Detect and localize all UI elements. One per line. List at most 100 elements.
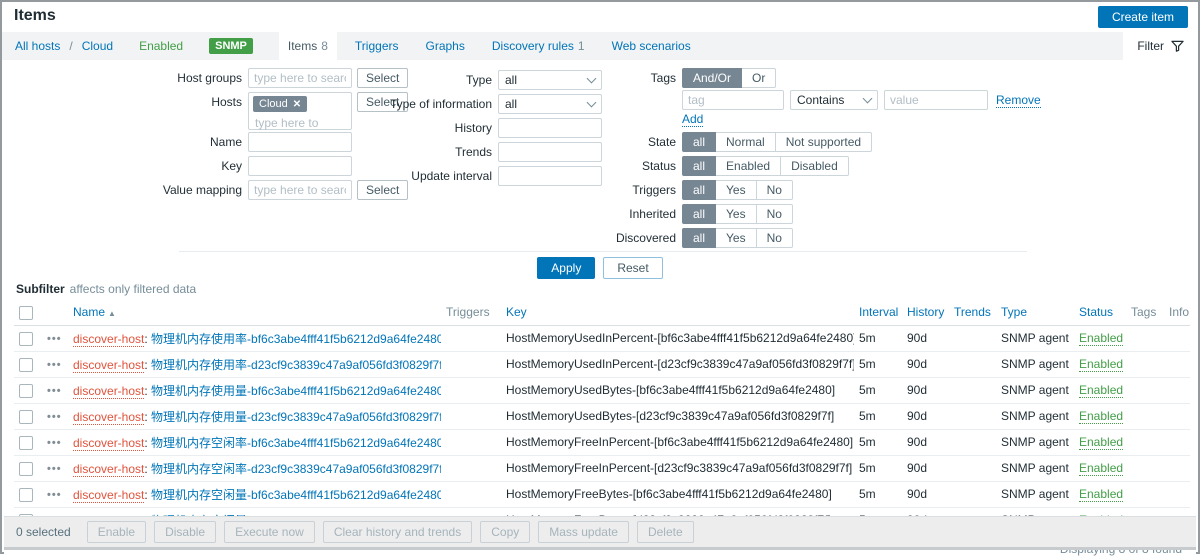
tab-graphs-label: Graphs — [426, 39, 465, 53]
tag-value-input[interactable] — [884, 90, 988, 110]
item-name-link[interactable]: 物理机内存空闲量-bf6c3abe4fff41f5b6212d9a64fe248… — [151, 488, 441, 502]
status-enabled[interactable]: Enabled — [716, 156, 781, 176]
copy-button[interactable]: Copy — [480, 521, 530, 543]
hosts-multiselect[interactable]: Cloud✕ type here to search — [248, 92, 352, 130]
column-header-key[interactable]: Key — [501, 300, 854, 325]
name-input[interactable] — [248, 132, 352, 152]
item-status-link[interactable]: Enabled — [1079, 487, 1123, 502]
context-menu-icon[interactable]: ••• — [47, 333, 62, 345]
row-checkbox[interactable] — [19, 488, 33, 502]
item-name-link[interactable]: 物理机内存空闲率-d23cf9c3839c47a9af056fd3f0829f7… — [151, 462, 441, 476]
column-header-status[interactable]: Status — [1074, 300, 1126, 325]
column-header-interval[interactable]: Interval — [854, 300, 902, 325]
triggers-no[interactable]: No — [757, 180, 793, 200]
delete-button[interactable]: Delete — [637, 521, 694, 543]
row-checkbox[interactable] — [19, 436, 33, 450]
inherited-yes[interactable]: Yes — [716, 204, 757, 224]
column-header-trends[interactable]: Trends — [949, 300, 996, 325]
status-all[interactable]: all — [682, 156, 716, 176]
state-not-supported[interactable]: Not supported — [776, 132, 872, 152]
item-status-link[interactable]: Enabled — [1079, 383, 1123, 398]
create-item-button[interactable]: Create item — [1098, 6, 1188, 28]
host-groups-input[interactable] — [248, 68, 352, 88]
item-status-link[interactable]: Enabled — [1079, 331, 1123, 346]
discovery-rule-link[interactable]: discover-host — [73, 410, 144, 425]
item-name-link[interactable]: 物理机内存使用率-bf6c3abe4fff41f5b6212d9a64fe248… — [151, 332, 441, 346]
tag-match-select[interactable]: Contains — [790, 90, 878, 110]
items-table: Name▲ Triggers Key Interval History Tren… — [14, 300, 1190, 534]
disable-button[interactable]: Disable — [154, 521, 216, 543]
inherited-no[interactable]: No — [757, 204, 793, 224]
key-input[interactable] — [248, 156, 352, 176]
tab-items[interactable]: Items 8 — [279, 32, 337, 60]
remove-host-chip-icon[interactable]: ✕ — [293, 99, 301, 110]
item-name-link[interactable]: 物理机内存使用量-d23cf9c3839c47a9af056fd3f0829f7… — [151, 410, 441, 424]
tag-remove-link[interactable]: Remove — [996, 93, 1041, 108]
status-disabled[interactable]: Disabled — [781, 156, 849, 176]
clear-history-button[interactable]: Clear history and trends — [323, 521, 472, 543]
discovery-rule-link[interactable]: discover-host — [73, 332, 144, 347]
mass-update-button[interactable]: Mass update — [538, 521, 629, 543]
enable-button[interactable]: Enable — [87, 521, 146, 543]
context-menu-icon[interactable]: ••• — [47, 359, 62, 371]
value-mapping-input[interactable] — [248, 180, 352, 200]
reset-button[interactable]: Reset — [603, 257, 662, 279]
item-name-link[interactable]: 物理机内存使用率-d23cf9c3839c47a9af056fd3f0829f7… — [151, 358, 441, 372]
type-of-information-select[interactable]: all — [498, 94, 602, 114]
triggers-all[interactable]: all — [682, 180, 716, 200]
discovered-all[interactable]: all — [682, 228, 716, 248]
context-menu-icon[interactable]: ••• — [47, 489, 62, 501]
column-header-history[interactable]: History — [902, 300, 949, 325]
row-checkbox[interactable] — [19, 384, 33, 398]
state-all[interactable]: all — [682, 132, 716, 152]
context-menu-icon[interactable]: ••• — [47, 385, 62, 397]
column-header-type[interactable]: Type — [996, 300, 1074, 325]
discovery-rule-link[interactable]: discover-host — [73, 436, 144, 451]
row-checkbox[interactable] — [19, 410, 33, 424]
tag-add-link[interactable]: Add — [682, 112, 703, 127]
row-checkbox[interactable] — [19, 332, 33, 346]
tags-operator-andor[interactable]: And/Or — [682, 68, 742, 88]
row-checkbox[interactable] — [19, 358, 33, 372]
tags-label: Tags — [616, 68, 676, 88]
tab-web-scenarios[interactable]: Web scenarios — [603, 32, 700, 60]
tab-discovery-rules[interactable]: Discovery rules 1 — [483, 32, 594, 60]
filter-toggle-tab[interactable]: Filter — [1123, 32, 1198, 60]
tab-graphs[interactable]: Graphs — [417, 32, 474, 60]
trends-input[interactable] — [498, 142, 602, 162]
discovered-no[interactable]: No — [757, 228, 793, 248]
column-header-name[interactable]: Name▲ — [68, 300, 441, 325]
context-menu-icon[interactable]: ••• — [47, 437, 62, 449]
item-name-link[interactable]: 物理机内存空闲率-bf6c3abe4fff41f5b6212d9a64fe248… — [151, 436, 441, 450]
discovery-rule-link[interactable]: discover-host — [73, 384, 144, 399]
breadcrumb-host-cloud[interactable]: Cloud — [82, 39, 113, 53]
context-menu-icon[interactable]: ••• — [47, 463, 62, 475]
item-status-link[interactable]: Enabled — [1079, 435, 1123, 450]
triggers-yes[interactable]: Yes — [716, 180, 757, 200]
interval-cell: 5m — [854, 325, 902, 351]
execute-now-button[interactable]: Execute now — [224, 521, 315, 543]
item-name-link[interactable]: 物理机内存使用量-bf6c3abe4fff41f5b6212d9a64fe248… — [151, 384, 441, 398]
discovered-yes[interactable]: Yes — [716, 228, 757, 248]
discovery-rule-link[interactable]: discover-host — [73, 358, 144, 373]
sort-by-name-link[interactable]: Name — [73, 305, 105, 319]
apply-button[interactable]: Apply — [537, 257, 595, 279]
discovery-rule-link[interactable]: discover-host — [73, 488, 144, 503]
tab-triggers[interactable]: Triggers — [346, 32, 408, 60]
item-status-link[interactable]: Enabled — [1079, 461, 1123, 476]
tag-name-input[interactable] — [682, 90, 784, 110]
item-status-link[interactable]: Enabled — [1079, 357, 1123, 372]
context-menu-icon[interactable]: ••• — [47, 411, 62, 423]
breadcrumb-all-hosts[interactable]: All hosts — [15, 39, 60, 53]
type-select[interactable]: all — [498, 70, 602, 90]
info-cell — [1164, 429, 1190, 455]
discovery-rule-link[interactable]: discover-host — [73, 462, 144, 477]
inherited-all[interactable]: all — [682, 204, 716, 224]
tags-operator-or[interactable]: Or — [742, 68, 776, 88]
history-input[interactable] — [498, 118, 602, 138]
state-normal[interactable]: Normal — [716, 132, 776, 152]
select-all-checkbox[interactable] — [19, 306, 33, 320]
update-interval-input[interactable] — [498, 166, 602, 186]
row-checkbox[interactable] — [19, 462, 33, 476]
item-status-link[interactable]: Enabled — [1079, 409, 1123, 424]
